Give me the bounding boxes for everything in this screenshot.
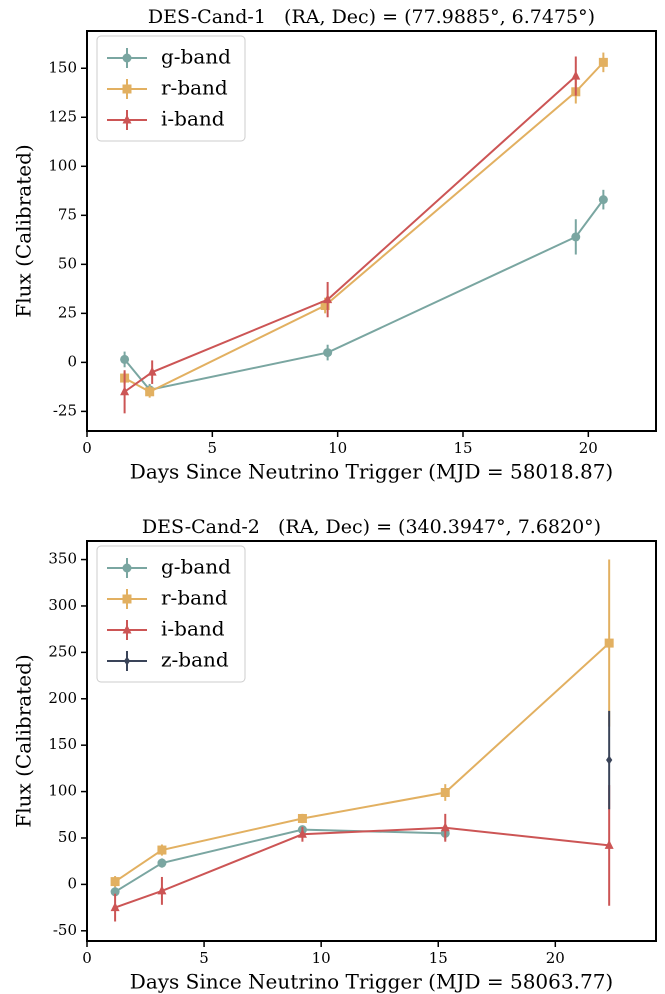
legend-marker — [122, 624, 132, 634]
marker — [604, 839, 614, 849]
y-axis-label: Flux (Calibrated) — [12, 654, 36, 827]
x-axis-label: Days Since Neutrino Trigger (MJD = 58018… — [130, 460, 613, 484]
y-tick-label: 100 — [48, 782, 77, 800]
y-tick-label: 150 — [48, 735, 77, 753]
y-tick-label: 125 — [48, 107, 77, 125]
marker — [320, 301, 330, 311]
y-tick-label: 50 — [58, 828, 77, 846]
x-tick-label: 10 — [312, 949, 331, 967]
marker — [598, 57, 608, 67]
marker — [323, 294, 333, 304]
marker — [323, 348, 333, 358]
series-line — [123, 199, 605, 391]
x-tick-label: 20 — [546, 949, 565, 967]
x-tick-label: 5 — [199, 949, 209, 967]
marker — [604, 638, 614, 648]
legend-box — [96, 545, 246, 683]
y-axis-label: Flux (Calibrated) — [12, 144, 36, 317]
plot-frame — [86, 30, 657, 432]
legend-label: i-band — [161, 617, 225, 641]
y-tick-label: 75 — [58, 205, 77, 223]
legend-marker — [123, 656, 131, 666]
y-tick-label: 250 — [48, 642, 77, 660]
marker — [297, 828, 307, 838]
y-tick-label: 300 — [48, 596, 77, 614]
legend-marker — [122, 594, 132, 604]
marker — [120, 354, 130, 364]
chart-title: DES-Cand-2 (RA, Dec) = (340.3947°, 7.682… — [142, 516, 601, 538]
x-tick-label: 0 — [82, 949, 92, 967]
y-tick-label: 0 — [67, 352, 77, 370]
y-tick-label: 150 — [48, 58, 77, 76]
marker — [157, 858, 167, 868]
marker — [110, 902, 120, 912]
marker — [145, 387, 155, 397]
x-tick-label: 0 — [82, 439, 92, 457]
marker — [440, 788, 450, 798]
plot-frame — [86, 540, 657, 942]
legend-label: g-band — [161, 45, 231, 69]
y-tick-label: 200 — [48, 689, 77, 707]
legend-label: r-band — [161, 76, 228, 100]
marker — [297, 813, 307, 823]
x-tick-label: 10 — [328, 439, 347, 457]
x-tick-label: 15 — [429, 949, 448, 967]
series-line — [124, 75, 577, 393]
marker — [157, 845, 167, 855]
marker — [110, 877, 120, 887]
legend-marker — [122, 53, 132, 63]
x-tick-label: 20 — [579, 439, 598, 457]
chart-title: DES-Cand-1 (RA, Dec) = (77.9885°, 6.7475… — [148, 6, 595, 28]
legend-label: z-band — [161, 648, 229, 672]
legend-label: i-band — [161, 107, 225, 131]
x-tick-label: 15 — [453, 439, 472, 457]
marker — [157, 885, 167, 895]
y-tick-label: 350 — [48, 550, 77, 568]
legend-label: g-band — [161, 555, 231, 579]
marker — [120, 386, 130, 396]
marker — [440, 822, 450, 832]
marker — [606, 755, 613, 765]
marker — [598, 195, 608, 205]
x-tick-label: 5 — [208, 439, 218, 457]
marker — [110, 887, 120, 897]
marker — [147, 366, 157, 376]
x-axis-label: Days Since Neutrino Trigger (MJD = 58063… — [130, 970, 613, 994]
legend-marker — [122, 84, 132, 94]
y-tick-label: 100 — [48, 156, 77, 174]
series-line — [114, 826, 610, 909]
legend-label: r-band — [161, 586, 228, 610]
marker — [571, 232, 581, 242]
marker — [571, 70, 581, 80]
y-tick-label: 50 — [58, 254, 77, 272]
y-tick-label: 25 — [58, 303, 77, 321]
legend-marker — [122, 114, 132, 124]
y-tick-label: -50 — [53, 921, 77, 939]
legend-box — [96, 35, 246, 142]
y-tick-label: -25 — [53, 401, 77, 419]
y-tick-label: 0 — [67, 874, 77, 892]
legend-marker — [122, 563, 132, 573]
